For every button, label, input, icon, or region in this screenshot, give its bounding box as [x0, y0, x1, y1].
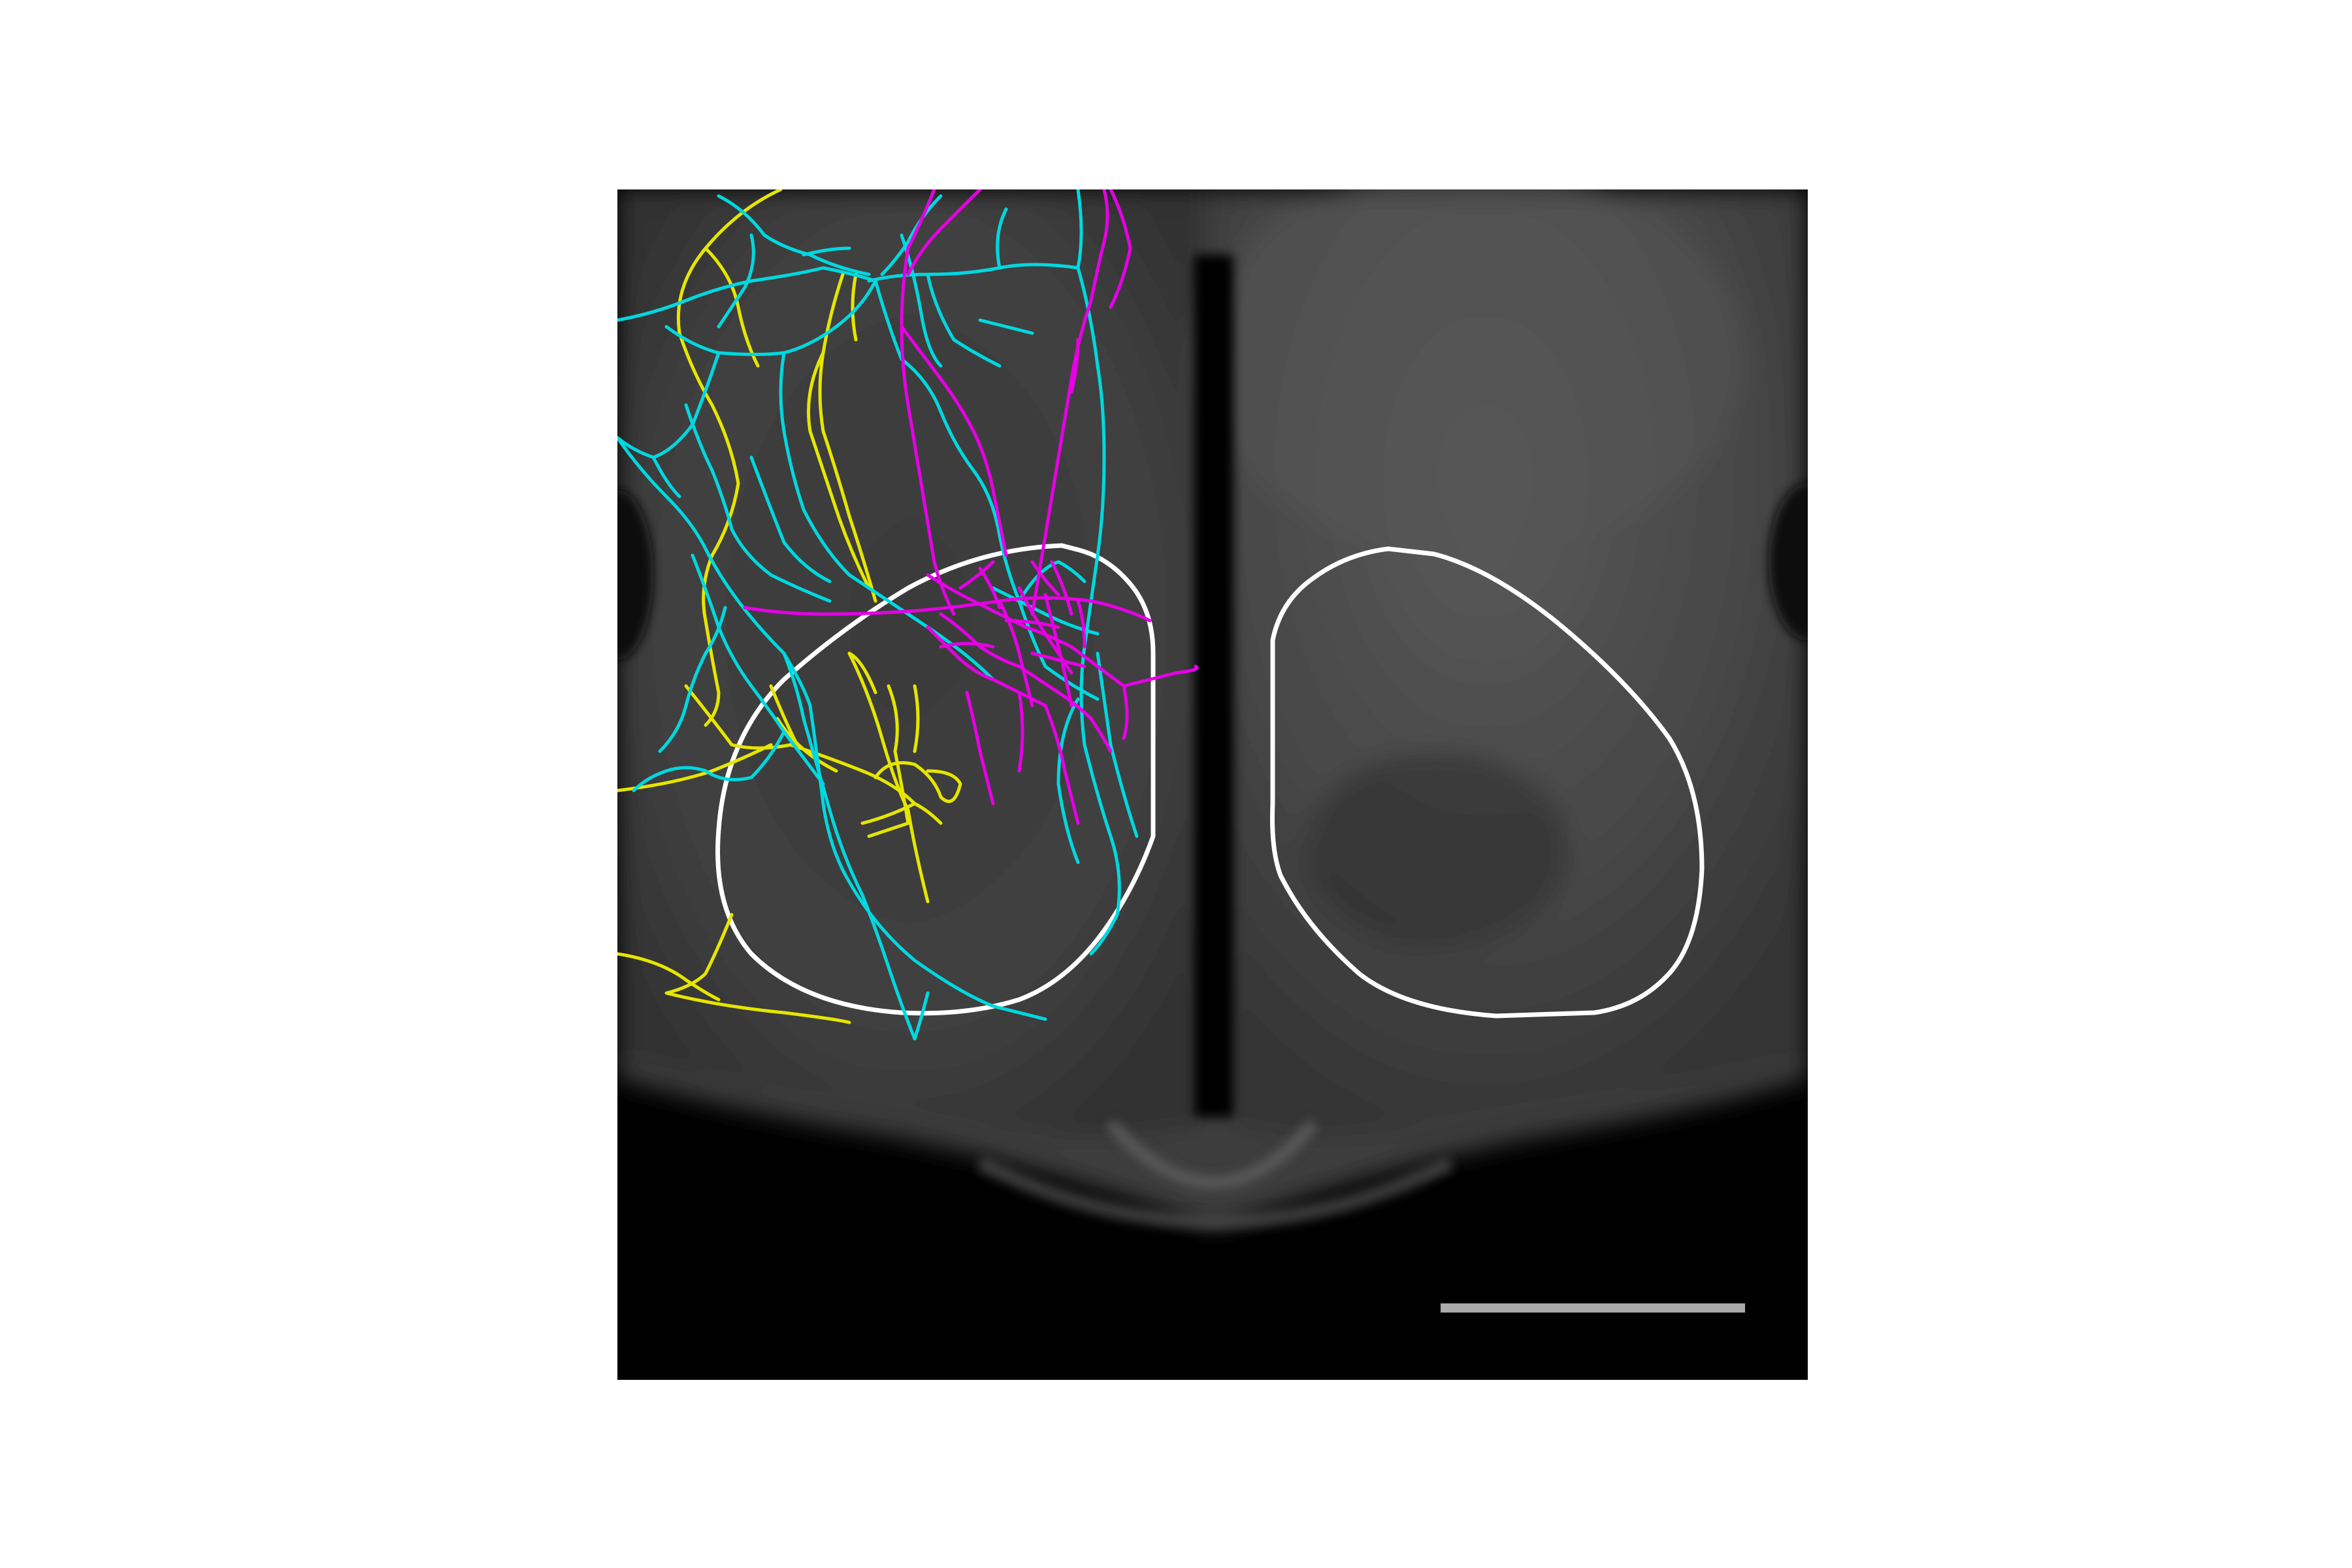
right-region-outline	[1270, 546, 1705, 1019]
left-region-outline	[715, 543, 1156, 1016]
midline-groove	[977, 255, 1454, 1229]
scale-bar	[1441, 1303, 1745, 1313]
side-notches	[617, 483, 1808, 660]
magenta-neuron	[743, 189, 1199, 825]
brain-section-image	[617, 189, 1808, 1380]
